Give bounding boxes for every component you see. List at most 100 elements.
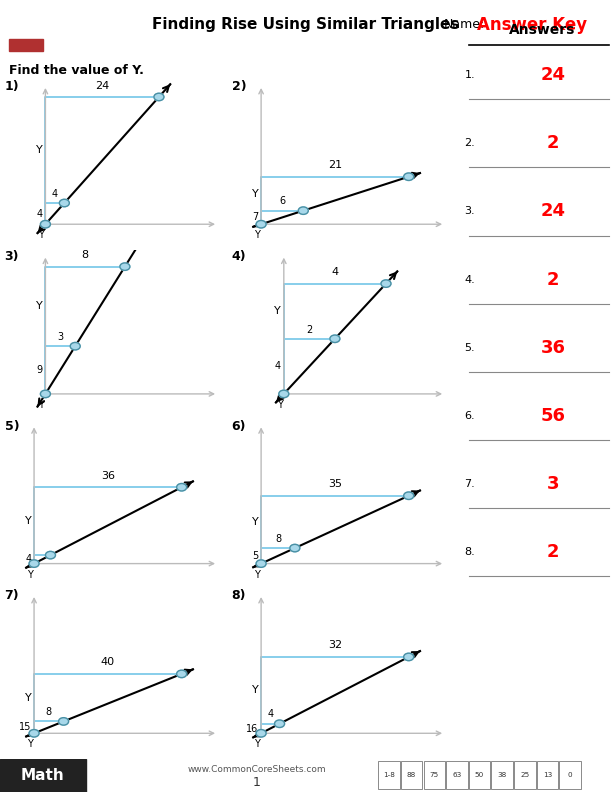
Text: Y: Y xyxy=(277,400,283,409)
Text: Y: Y xyxy=(36,302,43,311)
Text: 36: 36 xyxy=(101,470,115,481)
Text: Math: Math xyxy=(21,768,65,782)
Bar xyxy=(15,7,37,42)
Text: 25: 25 xyxy=(520,772,529,779)
Circle shape xyxy=(120,263,130,270)
Text: 5): 5) xyxy=(4,420,19,432)
Bar xyxy=(0,759,86,792)
Circle shape xyxy=(154,93,164,101)
Text: 1-8: 1-8 xyxy=(383,772,395,779)
Text: 16: 16 xyxy=(246,724,258,733)
Text: 5.: 5. xyxy=(465,343,475,352)
Circle shape xyxy=(40,390,50,398)
Bar xyxy=(491,761,513,790)
Text: 2: 2 xyxy=(547,543,559,561)
Text: 3: 3 xyxy=(58,332,64,342)
Text: 2: 2 xyxy=(547,271,559,288)
Circle shape xyxy=(279,390,289,398)
Text: 3): 3) xyxy=(4,250,19,263)
Text: 4: 4 xyxy=(275,361,281,371)
Circle shape xyxy=(40,220,50,228)
Text: 1: 1 xyxy=(253,776,261,789)
Text: Y: Y xyxy=(27,569,33,580)
Text: Y: Y xyxy=(27,739,33,749)
Text: 63: 63 xyxy=(452,772,461,779)
Bar xyxy=(378,761,400,790)
Text: Y: Y xyxy=(24,693,31,703)
Text: 50: 50 xyxy=(475,772,484,779)
Bar xyxy=(4,18,48,32)
Text: 21: 21 xyxy=(328,160,342,170)
Circle shape xyxy=(59,200,69,207)
Circle shape xyxy=(177,670,187,678)
Text: 4: 4 xyxy=(25,554,31,565)
Bar xyxy=(446,761,468,790)
Bar xyxy=(424,761,445,790)
Text: 9: 9 xyxy=(37,365,43,375)
Text: www.CommonCoreSheets.com: www.CommonCoreSheets.com xyxy=(188,765,326,774)
Text: Find the value of Y.: Find the value of Y. xyxy=(9,64,144,78)
Text: 24: 24 xyxy=(540,203,565,220)
Circle shape xyxy=(177,483,187,491)
Circle shape xyxy=(330,335,340,342)
Circle shape xyxy=(298,207,308,215)
Text: Y: Y xyxy=(39,400,44,409)
Text: 35: 35 xyxy=(328,479,342,489)
Text: 6): 6) xyxy=(231,420,246,432)
Text: 75: 75 xyxy=(430,772,439,779)
Text: 3: 3 xyxy=(547,475,559,493)
Text: Y: Y xyxy=(36,145,43,155)
Text: 7: 7 xyxy=(252,212,258,223)
Circle shape xyxy=(59,718,69,725)
Text: Finding Rise Using Similar Triangles: Finding Rise Using Similar Triangles xyxy=(152,17,460,32)
Text: 6.: 6. xyxy=(465,411,475,421)
Bar xyxy=(9,40,43,51)
Text: 5: 5 xyxy=(252,551,258,561)
Text: 3.: 3. xyxy=(465,207,475,216)
Text: 38: 38 xyxy=(498,772,507,779)
Circle shape xyxy=(381,280,391,287)
Text: 6: 6 xyxy=(279,196,285,207)
Text: 7): 7) xyxy=(4,589,19,603)
Text: Y: Y xyxy=(39,230,44,240)
Text: 8: 8 xyxy=(81,250,89,261)
Circle shape xyxy=(70,342,80,350)
Text: 2.: 2. xyxy=(465,139,475,148)
Text: Y: Y xyxy=(252,188,258,199)
Text: Y: Y xyxy=(254,230,260,240)
Text: 0: 0 xyxy=(568,772,572,779)
Text: 8): 8) xyxy=(231,589,246,603)
Circle shape xyxy=(256,560,266,567)
Text: 4: 4 xyxy=(37,208,43,219)
Text: Name:: Name: xyxy=(444,18,485,31)
Circle shape xyxy=(404,653,414,661)
Text: 2: 2 xyxy=(306,325,313,334)
Text: Y: Y xyxy=(274,307,281,316)
Text: 15: 15 xyxy=(19,722,31,733)
Text: 8.: 8. xyxy=(465,547,475,557)
Text: 2): 2) xyxy=(231,80,246,93)
Text: Answer Key: Answer Key xyxy=(477,16,588,34)
Text: 8: 8 xyxy=(275,534,281,544)
Circle shape xyxy=(404,173,414,181)
Text: Y: Y xyxy=(24,516,31,526)
Text: 36: 36 xyxy=(540,339,565,356)
Text: 24: 24 xyxy=(95,81,110,90)
Text: Y: Y xyxy=(254,569,260,580)
Circle shape xyxy=(256,220,266,228)
Text: 13: 13 xyxy=(543,772,552,779)
Text: 8: 8 xyxy=(46,707,52,718)
Text: Answers: Answers xyxy=(509,23,575,36)
Circle shape xyxy=(404,492,414,500)
Circle shape xyxy=(275,720,285,728)
Bar xyxy=(469,761,490,790)
Bar xyxy=(514,761,536,790)
Text: 40: 40 xyxy=(101,657,115,668)
Circle shape xyxy=(290,544,300,552)
Text: 32: 32 xyxy=(328,641,342,650)
Bar xyxy=(401,761,422,790)
Circle shape xyxy=(256,729,266,737)
Text: 4): 4) xyxy=(231,250,246,263)
Text: Y: Y xyxy=(254,739,260,749)
Bar xyxy=(537,761,558,790)
